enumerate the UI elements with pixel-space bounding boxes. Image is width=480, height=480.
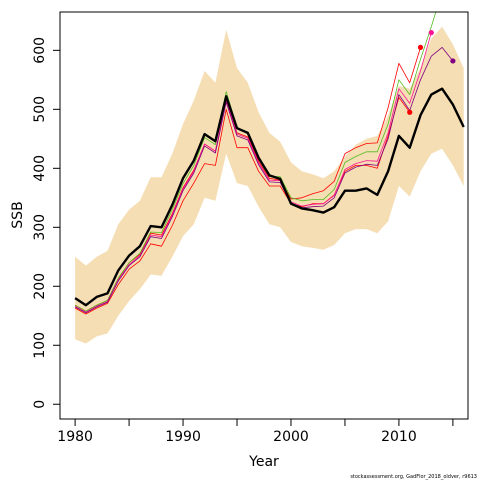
y-axis-label: SSB — [10, 201, 26, 228]
confidence-band-layer — [75, 26, 464, 344]
x-axis-label: Year — [248, 454, 279, 470]
x-tick-label: 2000 — [273, 429, 309, 445]
y-tick-label: 400 — [32, 155, 48, 182]
confidence-band — [75, 26, 464, 344]
y-axis: 0 100 200 300 400 500 600 — [32, 37, 61, 409]
series-endpoint-4 — [428, 30, 434, 36]
series-line-2 — [74, 97, 411, 315]
y-tick-label: 200 — [32, 273, 48, 300]
x-tick-label: 1980 — [57, 429, 93, 445]
y-tick-label: 300 — [32, 214, 48, 241]
y-tick-label: 100 — [32, 332, 48, 359]
x-tick-label: 2010 — [381, 429, 417, 445]
series-layer — [74, 12, 465, 315]
series-endpoint-5 — [450, 58, 456, 64]
y-tick-label: 0 — [32, 400, 48, 409]
y-tick-label: 500 — [32, 96, 48, 123]
y-tick-label: 600 — [32, 37, 48, 64]
x-tick-label: 1990 — [165, 429, 201, 445]
endpoint-layer — [407, 30, 456, 115]
series-line-0 — [74, 87, 465, 307]
x-axis: 1980 1990 2000 2010 — [57, 418, 464, 445]
series-line-5 — [74, 47, 454, 314]
series-line-4 — [74, 32, 432, 313]
series-endpoint-2 — [407, 109, 413, 115]
credit-text: stockassessment.org, GadFlor_2018_oldver… — [350, 474, 477, 480]
series-endpoint-1 — [417, 44, 424, 50]
